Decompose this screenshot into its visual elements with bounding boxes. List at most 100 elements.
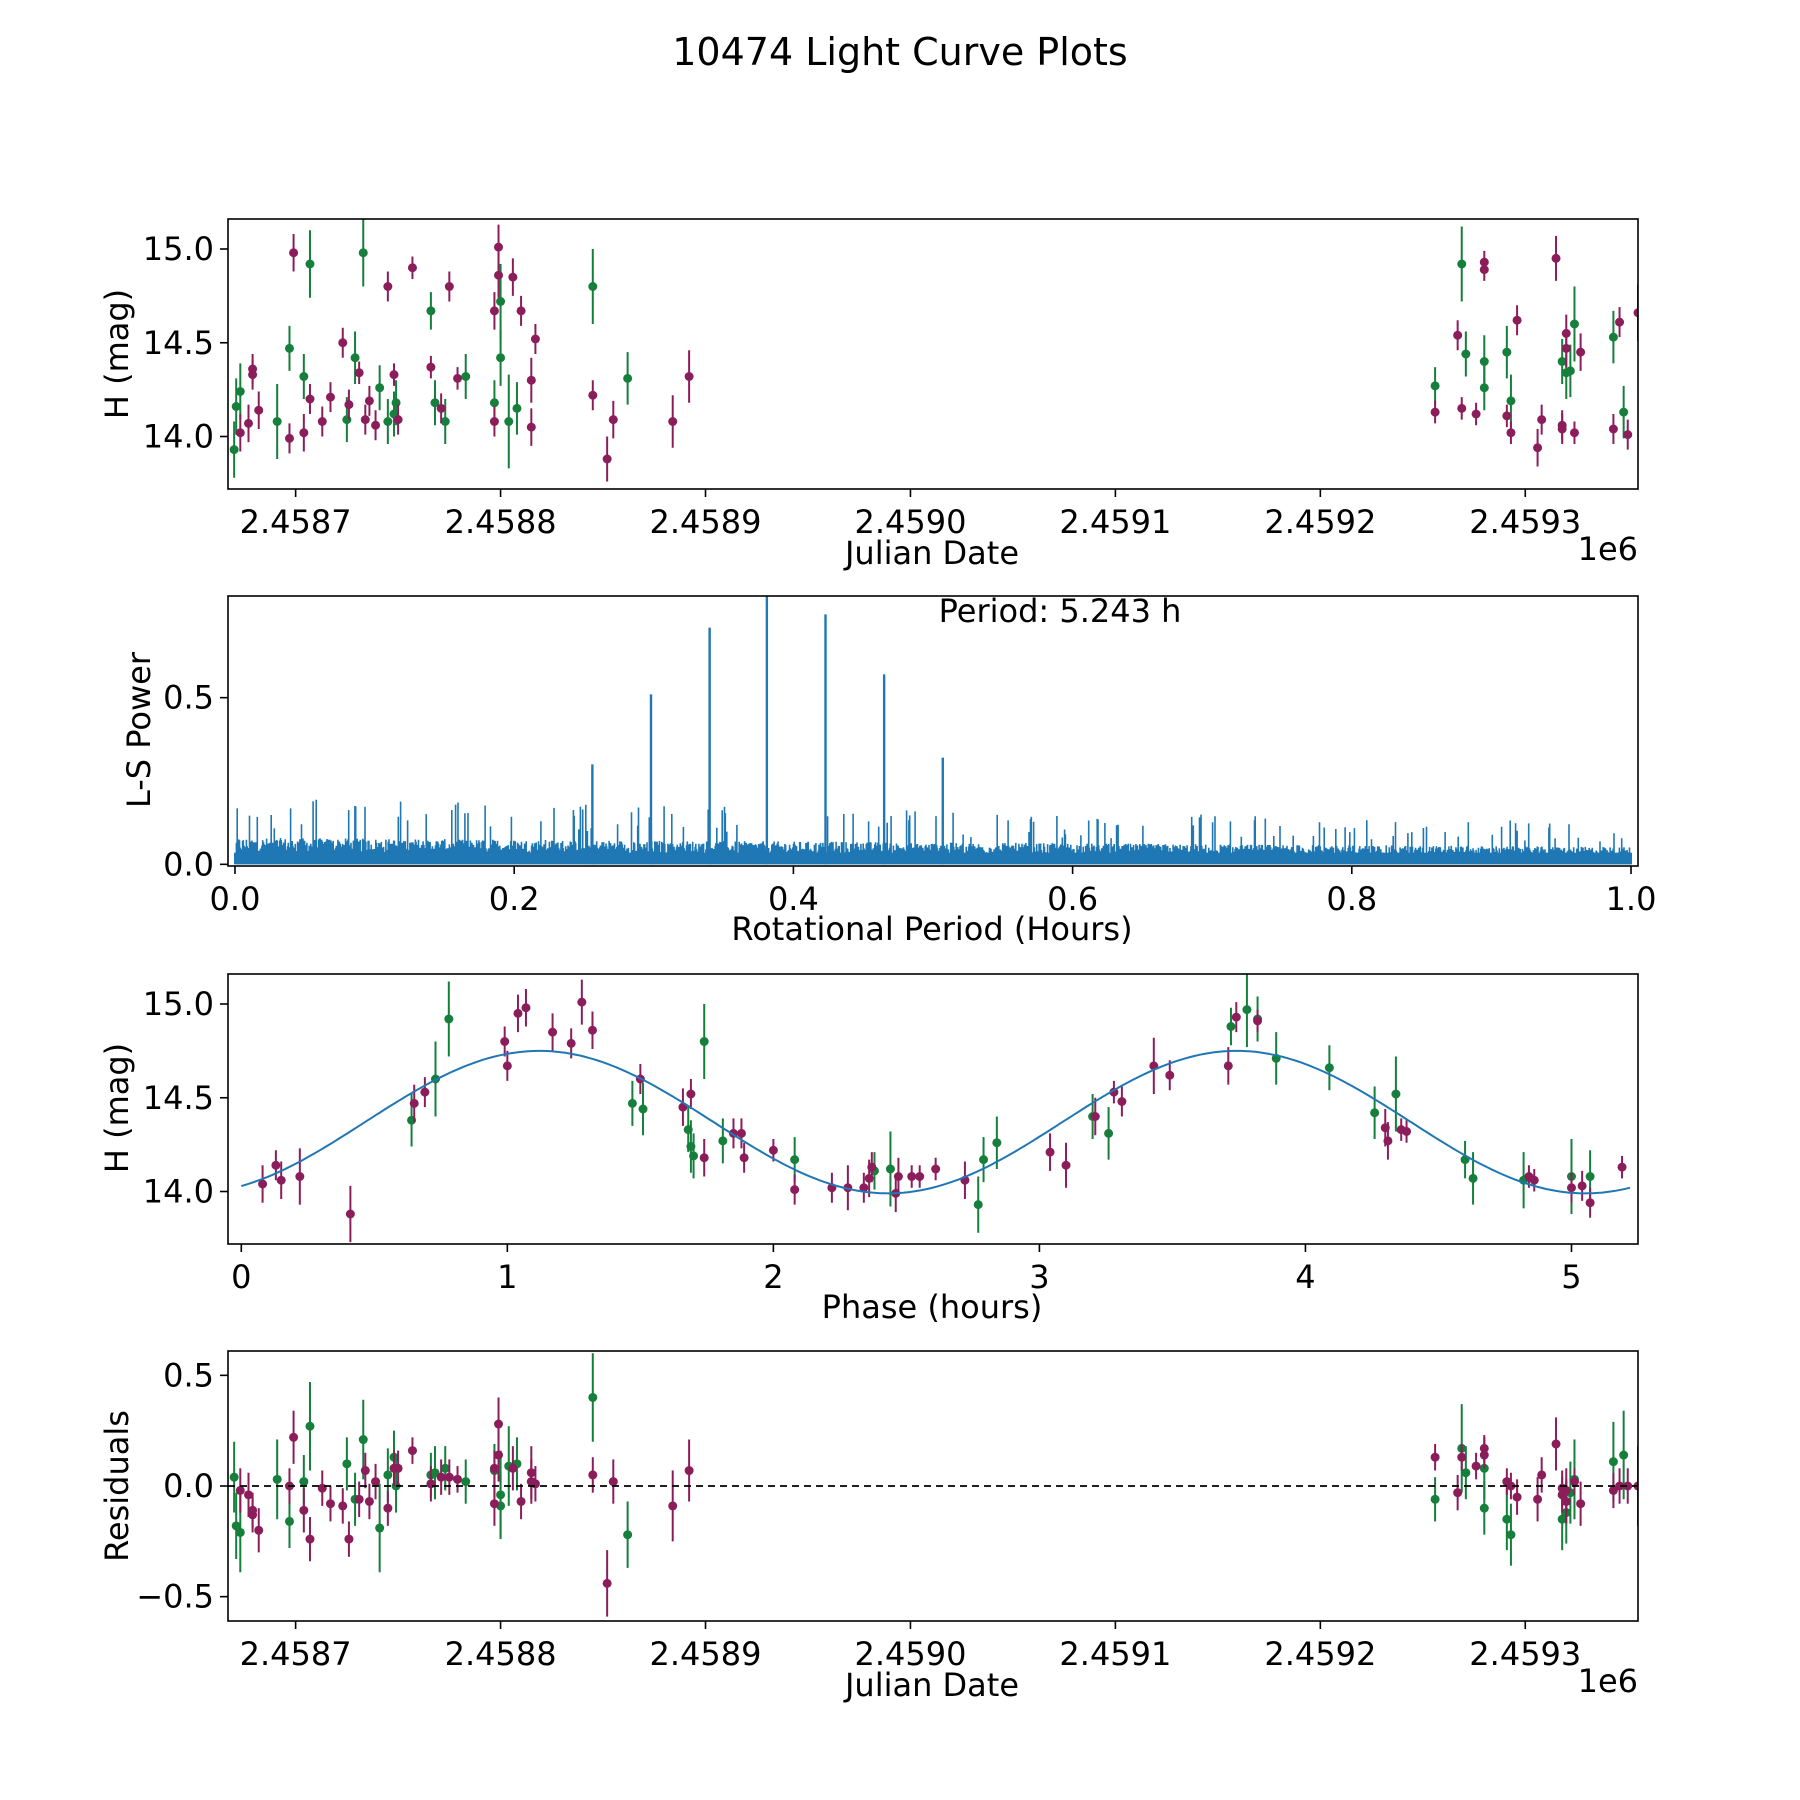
phased-purple-point-21 <box>739 1153 749 1163</box>
phased-green-point-9 <box>718 1136 728 1146</box>
lightcurve-green-point-6 <box>305 259 315 269</box>
lightcurve-purple-point-36 <box>608 415 618 425</box>
residuals-green-point-28 <box>1479 1503 1489 1513</box>
periodogram-x-label: Rotational Period (Hours) <box>731 910 1132 948</box>
lightcurve-purple-point-21 <box>426 362 436 372</box>
phased-green-point-24 <box>1391 1089 1401 1099</box>
residuals-xtick-label-0: 2.4587 <box>240 1635 352 1673</box>
periodogram-noise-floor <box>234 852 1632 865</box>
periodogram-ytick-label-0: 0.0 <box>163 845 214 883</box>
lightcurve-purple-point-7 <box>299 428 309 438</box>
residuals-green-point-7 <box>342 1459 352 1469</box>
lightcurve-green-point-37 <box>1619 407 1629 417</box>
lightcurve-green-point-7 <box>342 415 352 425</box>
residuals-purple-point-20 <box>407 1446 417 1456</box>
phased-purple-point-10 <box>521 1003 531 1013</box>
residuals-purple-point-34 <box>588 1470 598 1480</box>
phased-ytick-label-0: 14.0 <box>143 1173 214 1211</box>
lightcurve-purple-point-58 <box>1615 317 1625 327</box>
lightcurve-purple-point-41 <box>1457 403 1467 413</box>
lightcurve-green-point-20 <box>496 297 506 306</box>
phased-green-point-10 <box>790 1155 800 1165</box>
lightcurve-purple-point-54 <box>1561 343 1571 353</box>
lightcurve-purple-point-59 <box>1623 430 1633 440</box>
residuals-green-point-20 <box>496 1490 506 1500</box>
lightcurve-xtick-label-5: 2.4592 <box>1264 503 1376 541</box>
residuals-ytick-label-0: −0.5 <box>136 1578 214 1616</box>
residuals-purple-point-1 <box>243 1490 253 1500</box>
residuals-purple-point-13 <box>354 1494 364 1504</box>
lightcurve-green-point-19 <box>496 353 506 363</box>
residuals-green-point-2 <box>235 1527 245 1537</box>
lightcurve-offset-text: 1e6 <box>1578 530 1638 568</box>
residuals-purple-point-17 <box>383 1503 393 1513</box>
residuals-purple-point-40 <box>1453 1488 1463 1498</box>
lightcurve-green-point-17 <box>461 372 471 381</box>
phased-frame <box>227 973 1639 1245</box>
residuals-green-point-3 <box>272 1474 282 1484</box>
lightcurve-green-point-5 <box>299 372 309 381</box>
figure-title: 10474 Light Curve Plots <box>672 30 1127 74</box>
phased-purple-point-14 <box>587 1025 597 1035</box>
residuals-xtick-label-3: 2.4590 <box>854 1635 966 1673</box>
phased-green-point-29 <box>1585 1172 1595 1181</box>
residuals-purple-point-27 <box>494 1450 504 1460</box>
residuals-purple-point-47 <box>1512 1492 1522 1502</box>
phased-purple-point-37 <box>1090 1112 1100 1121</box>
lightcurve-green-point-9 <box>358 248 368 258</box>
lightcurve-ytick-label-2: 15.0 <box>143 230 214 268</box>
lightcurve-purple-point-17 <box>383 282 393 291</box>
residuals-purple-point-0 <box>235 1485 245 1495</box>
lightcurve-xtick-label-1: 2.4588 <box>445 503 557 541</box>
residuals-xtick-label-1: 2.4588 <box>445 1635 557 1673</box>
lightcurve-purple-point-10 <box>325 392 335 402</box>
phased-marks <box>241 974 1631 1243</box>
residuals-purple-point-38 <box>684 1466 694 1476</box>
residuals-xtick-label-4: 2.4591 <box>1059 1635 1171 1673</box>
lightcurve-ytick-label-1: 14.5 <box>143 324 214 362</box>
phased-purple-point-28 <box>867 1162 877 1172</box>
lightcurve-green-point-8 <box>350 353 360 363</box>
residuals-purple-point-48 <box>1533 1494 1543 1504</box>
phased-purple-point-35 <box>1045 1147 1055 1157</box>
phased-purple-point-7 <box>500 1037 510 1046</box>
lightcurve-green-point-34 <box>1565 366 1575 376</box>
phased-purple-point-1 <box>271 1160 281 1170</box>
residuals-purple-point-15 <box>364 1496 374 1506</box>
lightcurve-green-point-14 <box>426 306 436 316</box>
lightcurve-purple-point-44 <box>1479 257 1489 267</box>
phased-green-point-19 <box>1242 1005 1252 1015</box>
phased-purple-point-39 <box>1117 1097 1127 1106</box>
residuals-green-point-37 <box>1619 1450 1629 1460</box>
lightcurve-purple-point-38 <box>684 372 694 381</box>
residuals-purple-point-42 <box>1471 1461 1481 1471</box>
residuals-purple-point-29 <box>508 1463 518 1473</box>
lightcurve-purple-point-24 <box>453 373 463 383</box>
lightcurve-frame <box>227 218 1639 490</box>
lightcurve-purple-point-12 <box>344 400 354 410</box>
lightcurve-purple-point-14 <box>360 415 370 425</box>
residuals-purple-point-6 <box>289 1432 299 1442</box>
lightcurve-green-point-35 <box>1569 319 1579 329</box>
phased-purple-point-23 <box>790 1185 800 1195</box>
lightcurve-purple-point-20 <box>407 263 417 273</box>
phased-purple-point-8 <box>502 1061 512 1071</box>
lightcurve-green-point-27 <box>1461 349 1471 359</box>
residuals-ytick-label-2: 0.5 <box>163 1356 214 1394</box>
phased-purple-point-53 <box>1585 1198 1595 1208</box>
residuals-purple-point-4 <box>254 1525 264 1535</box>
residuals-purple-point-12 <box>344 1534 354 1544</box>
lightcurve-purple-point-26 <box>489 306 499 316</box>
residuals-frame <box>227 1350 1639 1622</box>
phased-purple-point-48 <box>1402 1127 1412 1136</box>
phased-purple-point-41 <box>1165 1070 1175 1080</box>
residuals-purple-point-16 <box>371 1477 381 1487</box>
phased-xtick-label-0: 0 <box>231 1258 251 1296</box>
residuals-y-label: Residuals <box>98 1410 136 1562</box>
lightcurve-green-point-25 <box>1430 381 1440 391</box>
lightcurve-purple-point-1 <box>243 418 253 428</box>
lightcurve-panel: 2.4587 2.4588 2.4589 2.4590 2.4591 2.4592 2.45… <box>98 218 1639 572</box>
phased-purple-point-17 <box>686 1089 696 1099</box>
residuals-purple-point-28 <box>494 1419 504 1429</box>
residuals-purple-point-21 <box>426 1479 436 1489</box>
